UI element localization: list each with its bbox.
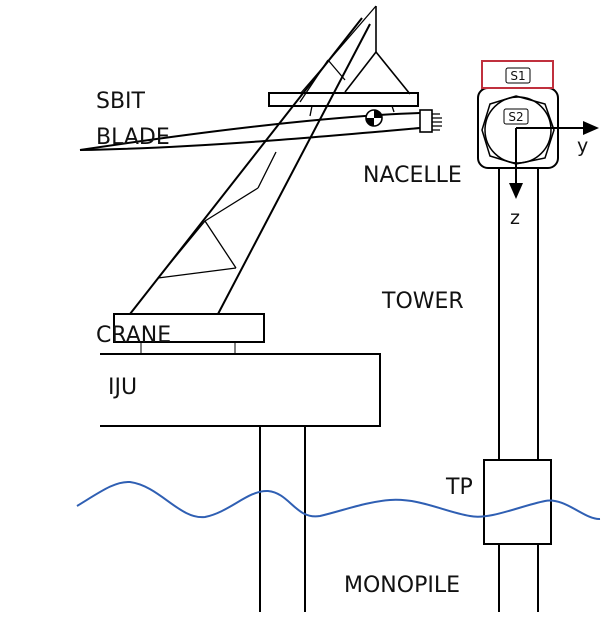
y-axis-label: y	[577, 135, 588, 157]
tower-label: TOWER	[381, 289, 464, 314]
sensor-s1: S1	[481, 60, 554, 89]
monopile-label: MONOPILE	[344, 573, 460, 598]
z-axis-label: z	[510, 207, 520, 229]
transition-piece	[483, 459, 552, 545]
z-axis-arrowhead	[509, 183, 523, 199]
tp-label: TP	[445, 475, 473, 500]
iju-label: IJU	[108, 375, 137, 400]
tower	[498, 168, 539, 460]
nacelle-label: NACELLE	[363, 163, 462, 188]
sensor-s1-label: S1	[510, 69, 525, 83]
sensor-s2-label: S2	[508, 110, 523, 124]
sbit-label: SBIT	[96, 89, 146, 114]
blade	[79, 109, 442, 151]
monopile	[498, 544, 539, 612]
sensor-s2: S2	[503, 108, 529, 125]
crane-boom	[129, 5, 411, 315]
blade-label: BLADE	[96, 125, 170, 150]
crane-label: CRANE	[96, 323, 171, 348]
y-axis-arrowhead	[583, 121, 599, 135]
water-surface	[76, 480, 601, 521]
coordinate-axes: y z	[509, 121, 599, 229]
sbit-tool	[268, 92, 419, 117]
iju-vessel	[100, 353, 381, 612]
